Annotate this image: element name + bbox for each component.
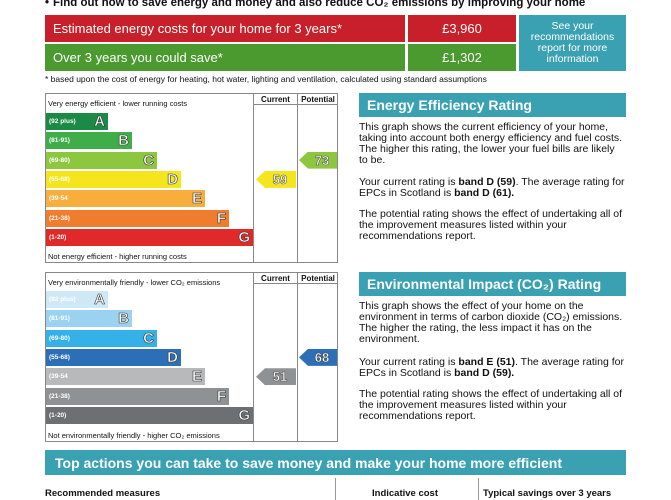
- energy-band-a: (92 plus) A: [46, 113, 108, 130]
- env-current-arrow: 51: [256, 368, 296, 386]
- band-letter: F: [216, 209, 227, 227]
- band-range: (81-91): [49, 137, 70, 145]
- env-para-3: The potential rating shows the effect of…: [359, 388, 623, 422]
- band-letter: G: [238, 228, 250, 246]
- band-letter: G: [238, 406, 250, 424]
- band-range: (39-54: [49, 195, 68, 203]
- band-range: (21-38): [49, 214, 70, 222]
- band-range: (1-20): [49, 233, 67, 241]
- band-letter: A: [94, 113, 105, 131]
- band-letter: B: [118, 310, 129, 328]
- save-value: £1,302: [408, 44, 516, 71]
- env-para-2: Your current rating is band E (51). The …: [359, 356, 624, 379]
- energy-band-d: (55-68) D: [46, 171, 181, 188]
- env-col-current: Current: [261, 274, 290, 283]
- see-recommendations-link[interactable]: See your recommendations report for more…: [519, 15, 626, 71]
- env-top-label: Very environmentally friendly - lower CO…: [48, 278, 221, 287]
- env-band-g: (1-20) G: [46, 406, 253, 424]
- band-range: (92 plus): [49, 296, 76, 303]
- energy-para-2: Your current rating is band D (59). The …: [359, 176, 625, 199]
- estimated-cost-value: £3,960: [408, 15, 516, 42]
- band-range: (55-68): [49, 353, 70, 361]
- energy-band-g: (1-20) G: [46, 228, 253, 246]
- energy-col-current: Current: [261, 95, 290, 104]
- band-letter: D: [167, 348, 178, 367]
- band-range: (69-80): [49, 334, 70, 342]
- band-letter: A: [94, 291, 105, 309]
- col-recommended-measures: Recommended measures: [45, 488, 161, 499]
- band-letter: F: [216, 387, 227, 405]
- energy-para-1: This graph shows the current efficiency …: [359, 121, 623, 166]
- env-section-title: Environmental Impact (CO₂) Rating: [359, 272, 626, 296]
- energy-col-potential: Potential: [301, 95, 335, 104]
- top-actions-title: Top actions you can take to save money a…: [45, 450, 626, 475]
- cost-footnote: * based upon the cost of energy for heat…: [45, 74, 487, 84]
- col-indicative-cost: Indicative cost: [372, 488, 438, 499]
- save-label: Over 3 years you could save*: [45, 44, 405, 71]
- band-letter: C: [143, 151, 154, 169]
- env-potential-arrow: 68: [299, 348, 337, 366]
- energy-band-e: (39-54 E: [46, 190, 205, 207]
- band-letter: B: [118, 132, 129, 150]
- band-letter: D: [167, 170, 178, 189]
- energy-potential-arrow: 73: [299, 151, 337, 169]
- env-chart-frame: [45, 272, 338, 442]
- col-typical-savings: Typical savings over 3 years: [483, 488, 612, 499]
- energy-current-arrow: 59: [256, 170, 296, 188]
- energy-para-3: The potential rating shows the effect of…: [359, 208, 623, 242]
- env-col-potential: Potential: [301, 274, 335, 283]
- band-range: (21-38): [49, 392, 70, 400]
- band-range: (69-80): [49, 156, 70, 164]
- energy-band-c: (69-80) C: [46, 151, 157, 169]
- band-letter: E: [191, 368, 203, 386]
- band-letter: E: [191, 190, 203, 208]
- band-range: (55-68): [49, 175, 70, 183]
- env-band-c: (69-80) C: [46, 329, 157, 347]
- band-range: (81-91): [49, 315, 70, 323]
- env-band-e: (39-54 E: [46, 368, 205, 385]
- bullet-icon: •: [45, 0, 50, 9]
- energy-bottom-label: Not energy efficient - higher running co…: [48, 252, 187, 261]
- headline: • Find out how to save energy and money a…: [45, 0, 585, 9]
- energy-band-b: (81-91) B: [46, 132, 132, 150]
- estimated-cost-label: Estimated energy costs for your home for…: [45, 15, 405, 42]
- env-band-a: (92 plus) A: [46, 291, 108, 308]
- env-band-d: (55-68) D: [46, 349, 181, 366]
- env-band-b: (81-91) B: [46, 310, 132, 328]
- band-range: (1-20): [49, 411, 67, 419]
- energy-top-label: Very energy efficient - lower running co…: [48, 99, 188, 108]
- env-para-1: This graph shows the effect of your home…: [359, 300, 623, 345]
- env-bottom-label: Not environmentally friendly - higher CO…: [48, 431, 220, 440]
- energy-band-f: (21-38) F: [46, 209, 229, 227]
- band-range: (92 plus): [49, 118, 76, 125]
- env-band-f: (21-38) F: [46, 387, 229, 405]
- band-letter: C: [143, 329, 154, 347]
- energy-chart-frame: [45, 93, 338, 263]
- band-range: (39-54: [49, 373, 68, 381]
- energy-section-title: Energy Efficiency Rating: [359, 93, 626, 117]
